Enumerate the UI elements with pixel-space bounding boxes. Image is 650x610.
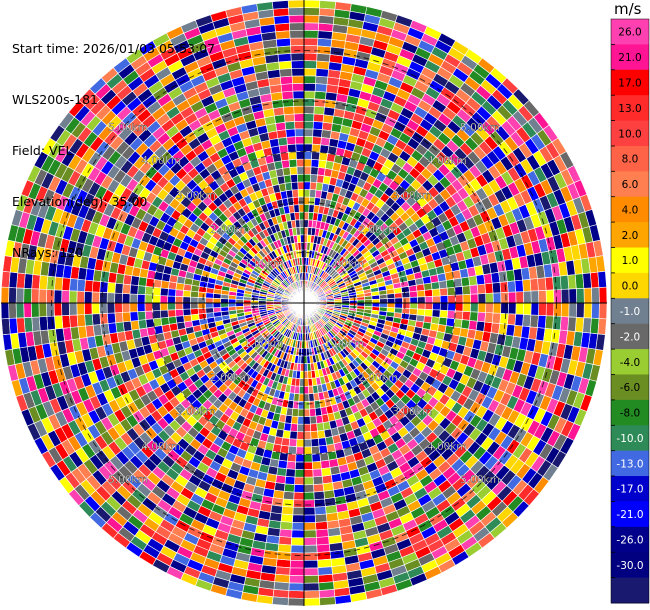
range-ring-label: 4.00km [427, 441, 467, 453]
range-ring-label: 1.00km [324, 338, 364, 350]
scan-info-panel: Start time: 2026/01/03 05:53:07 WLS200s-… [12, 6, 215, 278]
range-ring-label: 2.00km [210, 224, 250, 236]
range-ring-label: 3.00km [392, 190, 432, 202]
range-ring-label: 5.00km [108, 122, 148, 134]
elevation-text: Elevation(deg): 35.00 [12, 194, 148, 209]
range-ring-label: 5.00km [460, 122, 500, 134]
range-ring-label: 5.00km [108, 474, 148, 486]
range-ring-label: 3.00km [176, 406, 216, 418]
gate-color-group [19, 10, 598, 588]
start-time-text: Start time: 2026/01/03 05:53:07 [12, 41, 216, 56]
range-ring-labels: 1.00km 1.00km 1.00km 1.00km 2.00km 2.00km 2.00… [108, 122, 500, 486]
range-ring-label: 2.00km [210, 372, 250, 384]
instrument-name-text: WLS200s-181 [12, 92, 98, 107]
colorbar-unit-label: m/s [614, 0, 642, 18]
range-ring-label: 1.00km [244, 258, 284, 270]
range-ring-label: 4.00km [141, 441, 181, 453]
nrays-text: NRays: 120 [12, 245, 84, 260]
range-ring-label: 3.00km [176, 190, 216, 202]
range-ring-label: 4.00km [427, 155, 467, 167]
range-ring-label: 2.00km [358, 224, 398, 236]
range-ring-label: 4.00km [141, 155, 181, 167]
range-ring-label: 2.00km [358, 372, 398, 384]
range-ring-label: 1.00km [324, 258, 364, 270]
crosshair-axes [1, 0, 607, 606]
range-ring-label: 5.00km [460, 474, 500, 486]
range-ring-label: 1.00km [244, 338, 284, 350]
range-ring-label: 3.00km [392, 406, 432, 418]
field-text: Field: VEL [12, 143, 73, 158]
